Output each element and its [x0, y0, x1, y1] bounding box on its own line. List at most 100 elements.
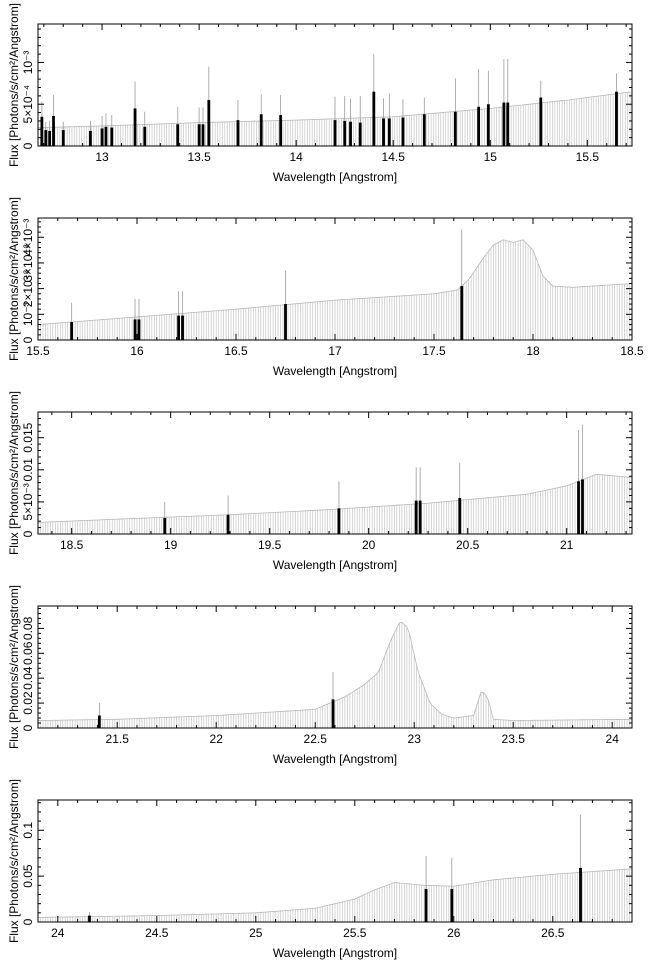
emission-line-bar: [133, 319, 137, 340]
x-tick-label: 25: [249, 926, 263, 940]
emission-line-bar: [615, 91, 618, 146]
continuum-outline: [38, 868, 632, 918]
y-tick-label: 0: [21, 918, 35, 925]
emission-line-bar: [177, 315, 180, 340]
x-tick-label: 18: [526, 344, 540, 358]
y-tick-label: 0: [21, 336, 35, 343]
emission-line-bar: [331, 699, 335, 728]
emission-line-bar: [97, 715, 101, 728]
emission-line-bar: [577, 481, 580, 534]
spectrum-panel-4: 21.5 22 22.5 23 23.5 24 0 0.020.040.060.08 Wavel…: [7, 585, 633, 766]
x-tick-label: 22: [210, 732, 224, 746]
x-tick-label: 15.5: [576, 150, 600, 164]
y-axis-label: Flux [Photons/s/cm²/Angstrom]: [7, 391, 21, 555]
x-tick-label: 15.5: [26, 344, 50, 358]
emission-line-bar: [506, 102, 510, 146]
plot-frame: [37, 411, 633, 535]
y-tick-label: 0.05: [21, 864, 35, 888]
x-tick-label: 13: [95, 150, 109, 164]
emission-line-bar: [387, 118, 391, 146]
x-tick-label: 18.5: [60, 538, 84, 552]
emission-line-bar: [579, 867, 582, 922]
emission-line-bar: [418, 500, 422, 534]
continuum-series: [38, 473, 632, 534]
emission-line-bar: [110, 127, 114, 146]
emission-line-bar: [502, 102, 506, 146]
x-tick-label: 14.5: [382, 150, 406, 164]
x-tick-label: 19.5: [258, 538, 282, 552]
emission-line-bar: [40, 116, 44, 146]
y-axis-label: Flux [Photons/s/cm²/Angstrom]: [7, 779, 21, 943]
x-tick-label: 26: [447, 926, 461, 940]
emission-line-bar: [333, 120, 337, 146]
line-series: [70, 229, 464, 340]
emission-line-bar: [450, 888, 454, 922]
emission-line-bar: [163, 517, 167, 534]
emission-line-bar: [201, 124, 205, 146]
emission-line-bar: [343, 120, 347, 146]
emission-line-bar: [539, 97, 543, 146]
x-axis-label: Wavelength [Angstrom]: [273, 946, 397, 960]
emission-line-bar: [44, 130, 48, 146]
emission-line-bar: [48, 130, 52, 146]
x-tick-label: 23.5: [502, 732, 526, 746]
x-tick-label: 21: [560, 538, 574, 552]
emission-line-bar: [100, 128, 104, 146]
emission-line-bar: [70, 322, 74, 340]
emission-line-bar: [197, 124, 201, 146]
x-tick-label: 16: [130, 344, 144, 358]
x-tick-label: 25.5: [343, 926, 367, 940]
y-tick-label: 3×10⁻³: [21, 244, 35, 281]
x-tick-label: 17.5: [422, 344, 446, 358]
y-tick-label: 0.04: [21, 666, 35, 690]
emission-line-bar: [460, 286, 464, 340]
emission-line-bar: [372, 91, 376, 146]
line-series: [97, 671, 335, 728]
y-tick-label: 0: [21, 142, 35, 149]
emission-line-bar: [104, 126, 108, 146]
emission-line-bar: [458, 498, 462, 534]
x-tick-label: 20: [362, 538, 376, 552]
x-axis-label: Wavelength [Angstrom]: [273, 558, 397, 572]
emission-line-bar: [236, 120, 240, 146]
x-axis-label: Wavelength [Angstrom]: [273, 170, 397, 184]
x-tick-label: 19: [164, 538, 178, 552]
emission-line-bar: [52, 115, 55, 146]
emission-line-bar: [358, 122, 362, 146]
emission-line-bar: [382, 118, 385, 146]
continuum-outline: [38, 473, 632, 523]
emission-line-bar: [401, 117, 405, 146]
y-tick-label: 5×10⁻³: [21, 483, 35, 520]
x-tick-label: 16.5: [224, 344, 248, 358]
y-tick-label: 0.1: [21, 822, 35, 839]
emission-line-bar: [88, 915, 91, 922]
emission-line-bar: [259, 114, 263, 146]
emission-line-bar: [453, 111, 457, 146]
continuum-series: [38, 868, 632, 922]
y-tick-label: 5×10⁻⁴: [21, 85, 35, 124]
emission-line-bar: [137, 319, 141, 340]
y-axis-label: Flux [Photons/s/cm²/Angstrom]: [7, 3, 21, 167]
x-tick-label: 18.5: [620, 344, 644, 358]
x-tick-label: 13.5: [187, 150, 211, 164]
y-tick-label: 0.015: [21, 422, 35, 452]
line-series: [163, 424, 584, 534]
y-tick-label: 0: [21, 530, 35, 537]
x-tick-label: 21.5: [106, 732, 130, 746]
emission-line-bar: [486, 104, 490, 146]
emission-line-bar: [349, 121, 352, 146]
line-series: [88, 814, 582, 922]
emission-line-bar: [133, 108, 137, 146]
emission-line-bar: [422, 114, 426, 146]
emission-line-bar: [143, 126, 147, 146]
x-tick-label: 22.5: [304, 732, 328, 746]
emission-line-bar: [337, 508, 341, 534]
x-tick-label: 14: [289, 150, 303, 164]
y-tick-label: 0.08: [21, 616, 35, 640]
x-tick-label: 15: [484, 150, 498, 164]
continuum-series: [38, 239, 632, 340]
x-tick-label: 23: [408, 732, 422, 746]
continuum-outline: [38, 239, 632, 325]
x-tick-label: 24: [606, 732, 620, 746]
